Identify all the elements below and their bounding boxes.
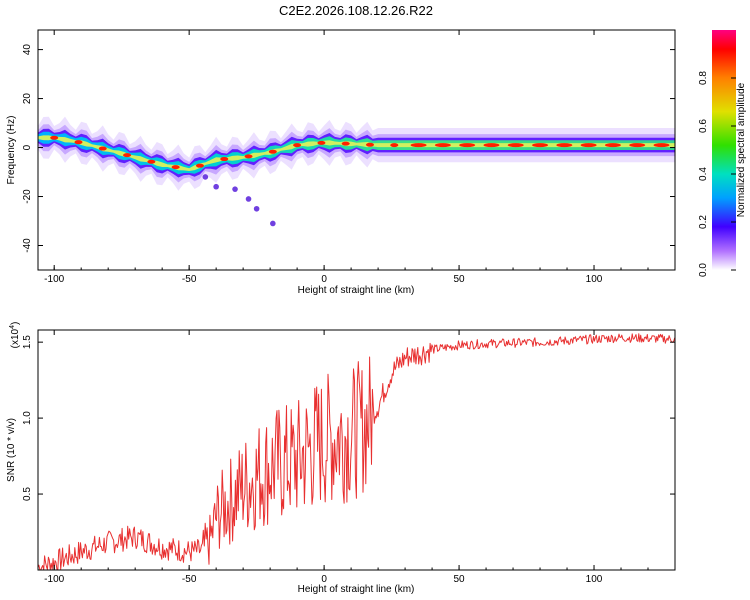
spectrogram-point	[213, 183, 219, 190]
colorbar: 0.0 0.2 0.4 0.6 0.8 Normalized spectral ampl…	[698, 30, 747, 277]
spectrogram-y-tick-label: -20	[22, 189, 33, 204]
spectrogram-y-label: Frequency (Hz)	[6, 116, 17, 185]
snr-x-tick-label: -100	[44, 574, 64, 585]
heatmap-hotspot	[604, 143, 621, 148]
spectrogram-point	[245, 196, 252, 202]
snr-x-tick-label: 100	[586, 574, 603, 585]
spectrogram-outlier-points	[202, 174, 276, 227]
heatmap-hotspot	[123, 153, 132, 158]
colorbar-tick-label: 0.6	[698, 119, 709, 133]
snr-scale-exponent: 4	[9, 325, 16, 329]
colorbar-tick-label: 0.0	[698, 263, 709, 277]
snr-y-tick-label: 0.5	[22, 487, 33, 501]
snr-y-axis: 0.5 1.0 1.5	[22, 335, 675, 501]
heatmap-hotspot	[220, 157, 229, 162]
heatmap-hotspot	[580, 143, 597, 148]
figure-title: C2E2.2026.108.12.26.R22	[279, 3, 433, 18]
spectrogram-point	[202, 174, 209, 180]
snr-x-tick-label: -50	[182, 574, 197, 585]
spectrogram-panel: -100 -50 0 50 100 40 20 0 -20 -40 Height of stra…	[6, 29, 676, 296]
heatmap-hotspot	[195, 163, 204, 168]
heatmap-hotspot	[341, 141, 350, 146]
snr-y-label: SNR (10 * v/v)	[6, 418, 17, 482]
colorbar-label: Normalized spectral amplitude	[736, 82, 747, 217]
spectrogram-y-tick-label: -40	[22, 238, 33, 253]
heatmap-hotspot	[74, 140, 83, 145]
snr-y-tick-label: 1.0	[22, 411, 33, 425]
spectrogram-x-tick-label: 0	[321, 274, 327, 285]
heatmap-hotspot	[459, 143, 476, 148]
spectrogram-x-tick-label: 100	[586, 274, 603, 285]
spectrogram-heatmap	[38, 116, 675, 191]
spectrogram-point	[253, 205, 260, 212]
spectrogram-y-tick-label: 0	[22, 144, 33, 150]
colorbar-tick-label: 0.4	[698, 167, 709, 181]
spectrogram-frame	[37, 29, 676, 271]
spectrogram-y-tick-label: 20	[22, 93, 33, 105]
heatmap-hotspot	[556, 143, 573, 148]
snr-scale-label: (x104)	[9, 322, 21, 349]
heatmap-hotspot	[244, 154, 253, 159]
spectrogram-x-tick-label: -50	[182, 274, 197, 285]
heatmap-hotspot	[410, 143, 427, 148]
snr-panel: -100 -50 0 50 100 0.5 1.0 1.5 Height of straig…	[6, 322, 676, 595]
snr-y-tick-label: 1.5	[22, 335, 33, 349]
spectrogram-point	[232, 186, 238, 192]
heatmap-hotspot	[98, 146, 107, 151]
heatmap-hotspot	[317, 140, 326, 145]
snr-series-line	[38, 333, 675, 570]
spectrogram-x-tick-label: -100	[44, 274, 64, 285]
snr-x-tick-label: 0	[321, 574, 327, 585]
heatmap-hotspot	[507, 143, 524, 148]
snr-x-label: Height of straight line (km)	[298, 584, 415, 595]
snr-x-axis: -100 -50 0 50 100	[44, 330, 676, 585]
heatmap-hotspot	[365, 142, 374, 147]
colorbar-ticks: 0.0 0.2 0.4 0.6 0.8	[698, 71, 736, 277]
snr-frame	[37, 329, 676, 571]
heatmap-hotspot	[532, 143, 549, 148]
colorbar-tick-label: 0.2	[698, 215, 709, 229]
colorbar-gradient	[712, 30, 736, 270]
heatmap-hotspot	[434, 143, 451, 148]
spectrogram-x-tick-label: 50	[454, 274, 466, 285]
heatmap-hotspot	[390, 143, 399, 148]
snr-x-tick-label: 50	[454, 574, 466, 585]
heatmap-hotspot	[50, 135, 59, 140]
heatmap-hotspot	[171, 165, 180, 170]
heatmap-hotspot	[293, 143, 302, 148]
heatmap-hotspot	[653, 143, 670, 148]
spectrogram-x-axis: -100 -50 0 50 100	[44, 30, 676, 285]
heatmap-hotspot	[483, 143, 500, 148]
heatmap-hotspot	[629, 143, 646, 148]
heatmap-band-3	[38, 131, 675, 175]
colorbar-tick-label: 0.8	[698, 71, 709, 85]
spectrogram-x-label: Height of straight line (km)	[298, 285, 415, 296]
heatmap-hotspot	[147, 159, 156, 164]
spectrogram-y-axis: 40 20 0 -20 -40	[22, 44, 675, 253]
spectrogram-y-tick-label: 40	[22, 44, 33, 56]
spectrogram-point	[270, 220, 276, 227]
heatmap-hotspot	[268, 149, 277, 154]
